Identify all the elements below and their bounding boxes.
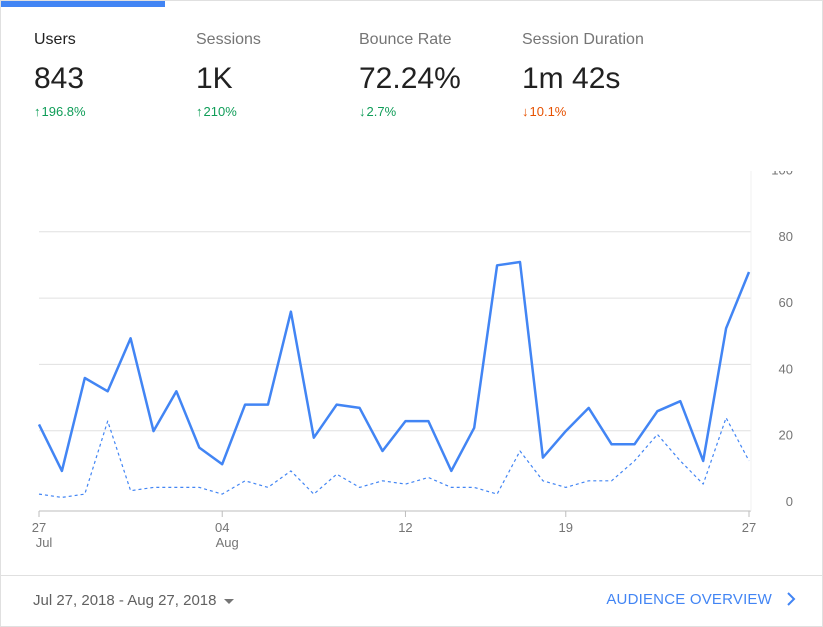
x-tick-sublabel: Aug <box>216 535 239 550</box>
metric-label: Session Duration <box>522 31 644 48</box>
metric-value: 843 <box>34 62 85 95</box>
x-tick-label: 04 <box>215 520 229 535</box>
audience-overview-label: AUDIENCE OVERVIEW <box>606 591 772 608</box>
y-tick-label: 40 <box>779 361 793 376</box>
metric-change: ↓10.1% <box>522 104 566 119</box>
caret-down-icon <box>224 598 235 604</box>
arrow-up-icon: ↑ <box>196 104 203 119</box>
metric-label: Users <box>34 31 76 48</box>
arrow-down-icon: ↓ <box>359 104 366 119</box>
metric-tab-session-duration[interactable]: Session Duration 1m 42s ↓10.1% <box>522 1 692 131</box>
metric-value: 72.24% <box>359 62 461 95</box>
x-tick-label: 27 <box>742 520 756 535</box>
date-range-selector[interactable]: Jul 27, 2018 - Aug 27, 2018 <box>33 592 235 609</box>
metric-label: Sessions <box>196 31 261 48</box>
metric-change: ↑210% <box>196 104 237 119</box>
users-line-chart: 02040608010027Jul04Aug121927 <box>32 171 793 550</box>
x-tick-label: 19 <box>559 520 573 535</box>
metric-tab-sessions[interactable]: Sessions 1K ↑210% <box>196 1 346 131</box>
x-tick-sublabel: Jul <box>36 535 53 550</box>
arrow-down-icon: ↓ <box>522 104 529 119</box>
metric-change-value: 196.8% <box>41 104 86 119</box>
metric-change-value: 10.1% <box>529 104 567 119</box>
comparison-series-line <box>38 417 750 498</box>
metric-change-value: 210% <box>203 104 237 119</box>
active-tab-indicator <box>1 1 165 7</box>
y-tick-label: 0 <box>786 494 793 509</box>
y-tick-label: 60 <box>779 295 793 310</box>
x-tick-label: 27 <box>32 520 46 535</box>
arrow-up-icon: ↑ <box>34 104 41 119</box>
card-footer: Jul 27, 2018 - Aug 27, 2018 AUDIENCE OVE… <box>1 575 822 626</box>
primary-series-line <box>37 260 751 473</box>
x-tick-label: 12 <box>398 520 412 535</box>
metric-value: 1m 42s <box>522 62 621 95</box>
metric-label: Bounce Rate <box>359 31 452 48</box>
metric-change-value: 2.7% <box>366 104 397 119</box>
y-tick-label: 20 <box>779 428 793 443</box>
metric-tab-users[interactable]: Users 843 ↑196.8% <box>34 1 184 131</box>
chevron-right-icon <box>786 592 796 610</box>
date-range-label: Jul 27, 2018 - Aug 27, 2018 <box>33 592 217 609</box>
y-tick-label: 100 <box>771 171 793 178</box>
metric-tab-bounce-rate[interactable]: Bounce Rate 72.24% ↓2.7% <box>359 1 509 131</box>
metric-change: ↑196.8% <box>34 104 86 119</box>
metric-value: 1K <box>196 62 233 95</box>
metric-change: ↓2.7% <box>359 104 396 119</box>
y-tick-label: 80 <box>779 229 793 244</box>
audience-overview-link[interactable]: AUDIENCE OVERVIEW <box>606 591 796 610</box>
